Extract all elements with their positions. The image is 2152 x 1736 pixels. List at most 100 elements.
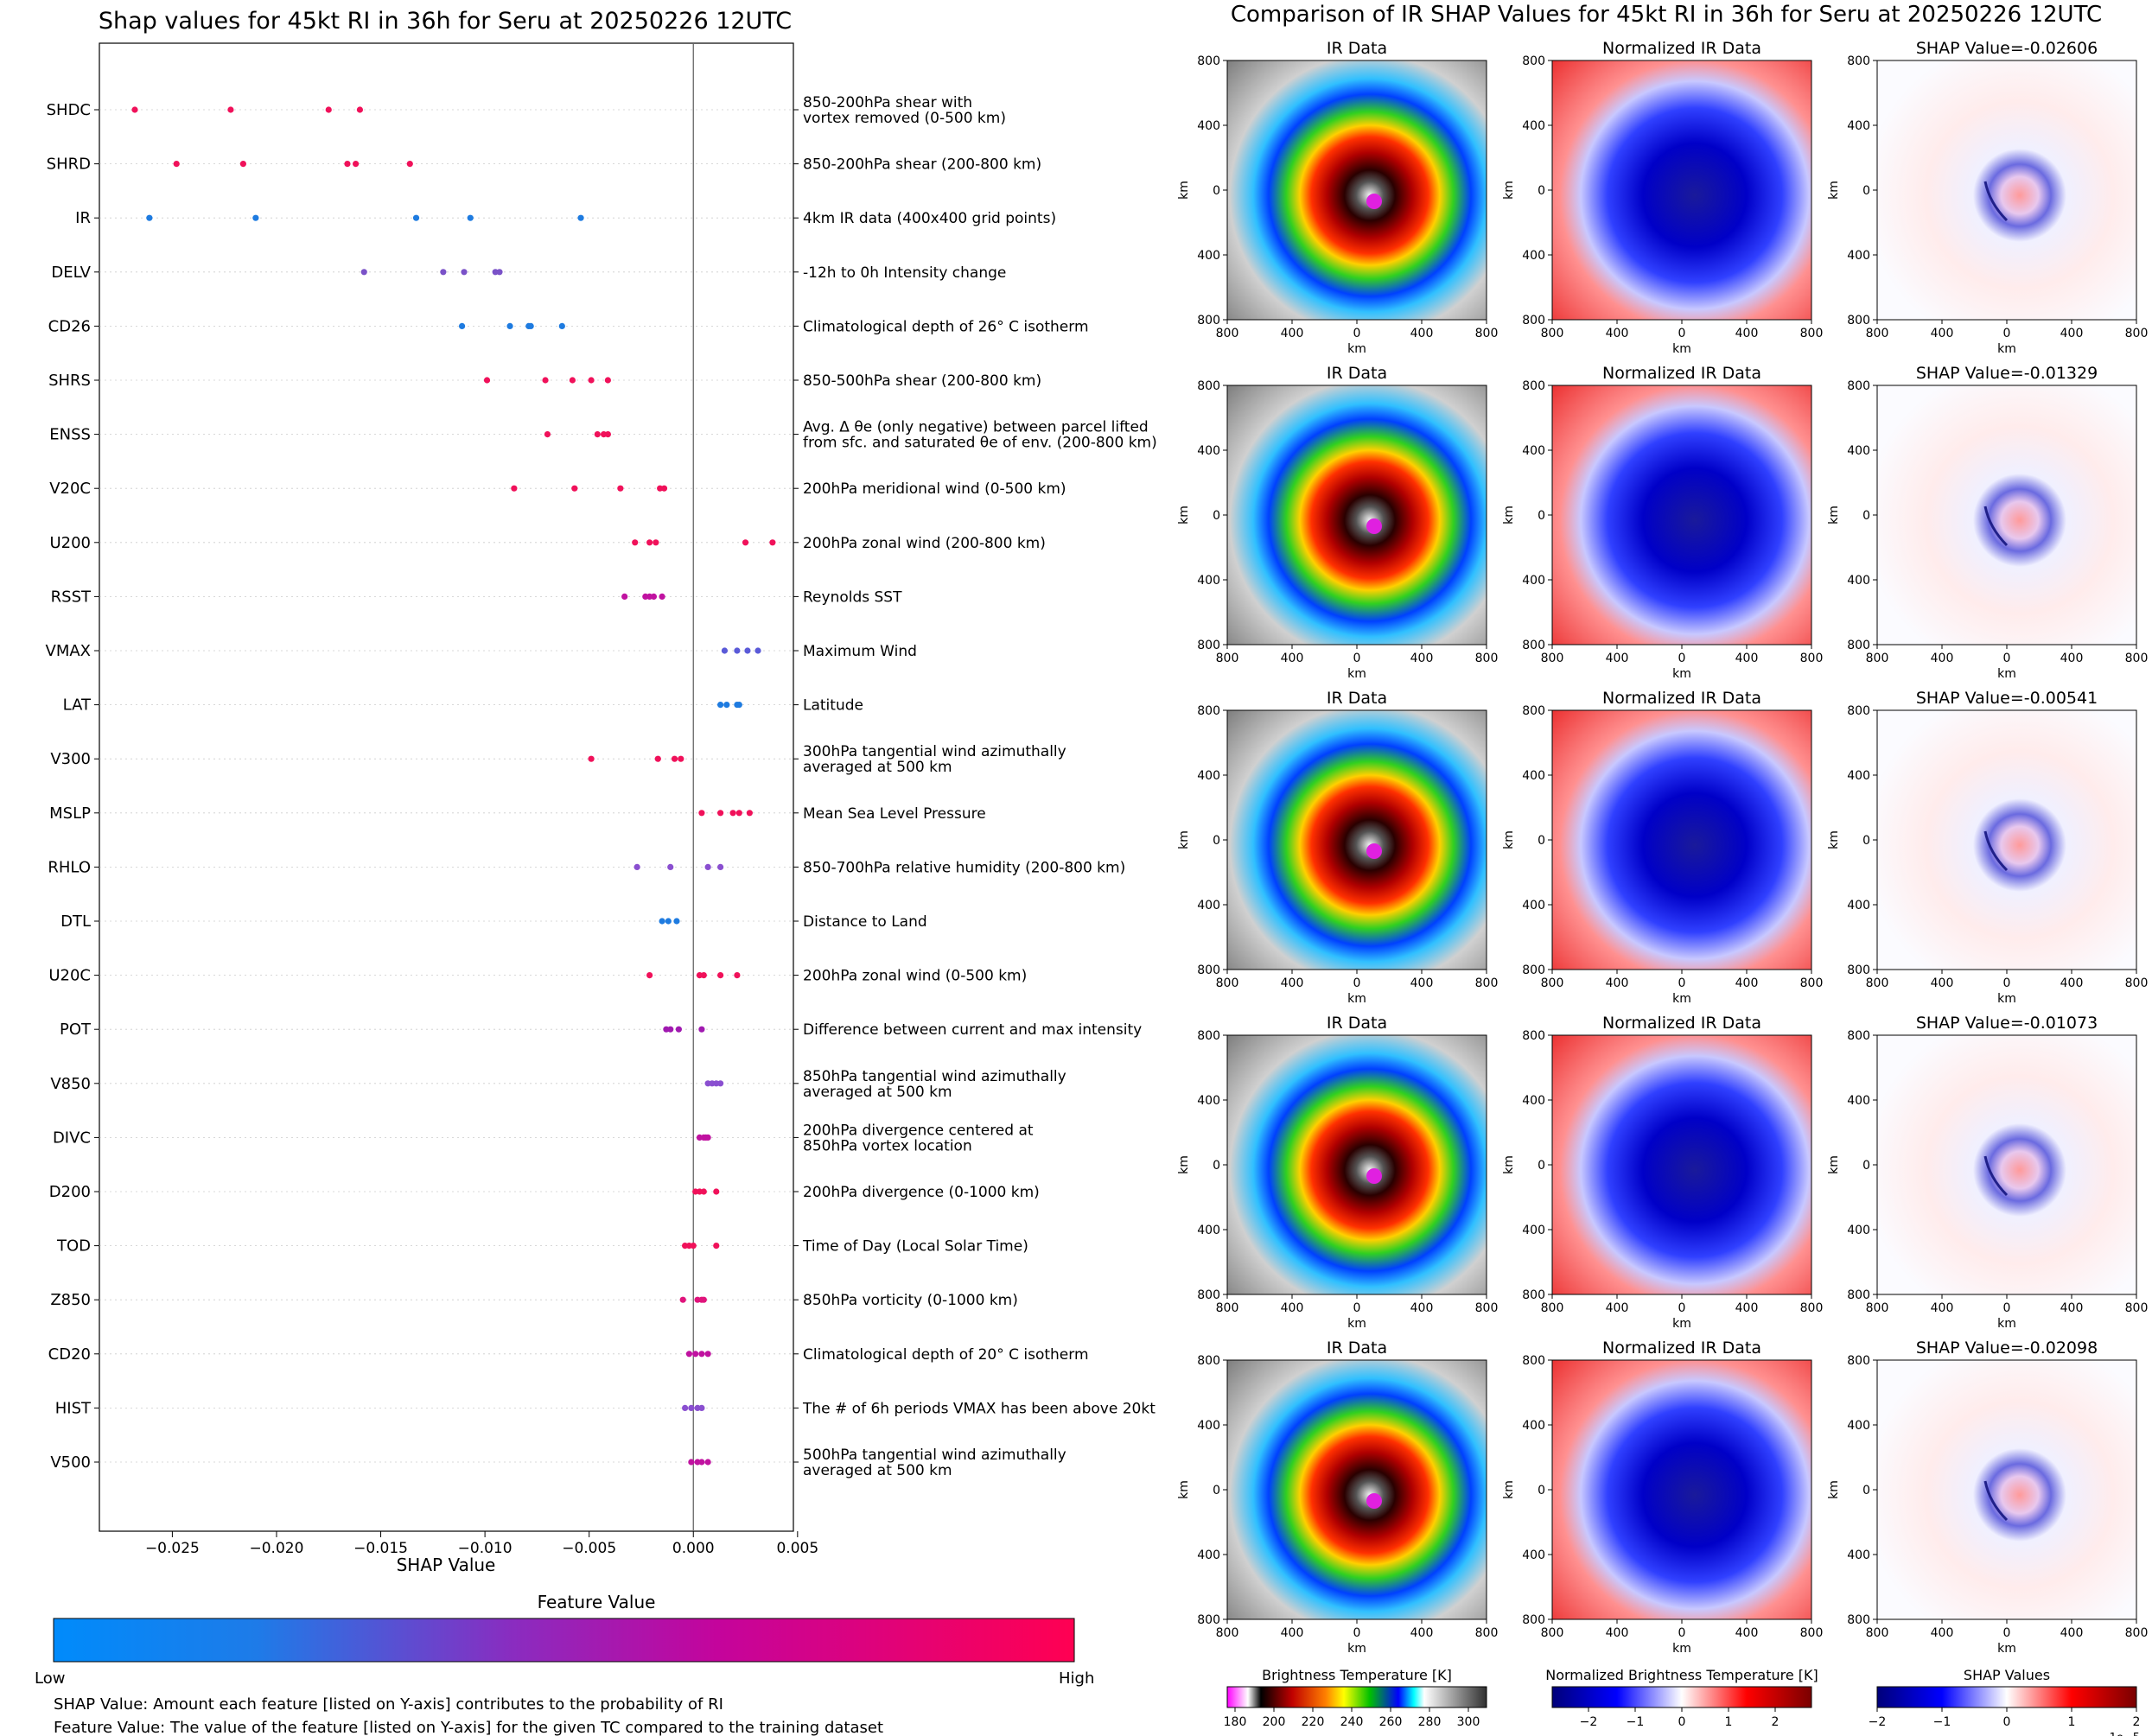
shap-point [654, 755, 661, 762]
x-tick-label: 400 [1931, 1626, 1954, 1640]
x-tick-label: 800 [1541, 652, 1564, 665]
x-tick-label: 800 [1541, 327, 1564, 340]
feature-name-label: MSLP [49, 804, 91, 823]
feature-name-label: Z850 [50, 1291, 91, 1309]
colorbar: SHAP Values −2 −1 0 1 2 1e−5 [1869, 1667, 2141, 1736]
x-axis-label: km [1997, 667, 2016, 681]
y-tick-label: 400 [1197, 119, 1220, 133]
panel-title: SHAP Value=-0.02098 [1916, 1339, 2098, 1358]
feature-name-label: SHDC [47, 101, 91, 119]
x-tick-label: 800 [1541, 976, 1564, 990]
y-tick-label: 400 [1522, 899, 1545, 913]
x-axis-label: km [1672, 1317, 1691, 1331]
x-tick-label: −0.010 [458, 1540, 513, 1557]
x-tick-label: −0.005 [562, 1540, 616, 1557]
shap-point [667, 1026, 674, 1033]
feature-name-label: DELV [51, 264, 91, 282]
panel-image [1551, 60, 1812, 321]
shap-point [735, 702, 742, 709]
feature-description-label: averaged at 500 km [803, 1084, 952, 1101]
y-tick-label: 400 [1197, 1224, 1220, 1237]
shap-point [744, 647, 751, 654]
y-tick-label: 400 [1847, 1094, 1870, 1108]
x-tick-label: −0.025 [145, 1540, 200, 1557]
feature-name-label: CD26 [48, 317, 91, 335]
y-tick-label: 400 [1197, 1419, 1220, 1433]
shap-feature-band [1983, 830, 2009, 872]
shap-point [698, 1351, 705, 1358]
y-tick-label: 400 [1847, 899, 1870, 913]
feature-row: U20C 200hPa zonal wind (0-500 km) [48, 967, 1027, 985]
feature-description-label: 850hPa vortex location [803, 1137, 972, 1154]
x-tick-label: 800 [1800, 1301, 1824, 1315]
y-axis-label: km [1177, 506, 1191, 525]
feature-row: V850 850hPa tangential wind azimuthallyav… [50, 1068, 1066, 1101]
x-axis-label: km [1347, 992, 1366, 1006]
x-tick-label: 400 [1931, 976, 1954, 990]
x-tick-label: 0 [1353, 652, 1361, 665]
eye-marker [1366, 518, 1382, 534]
feature-name-label: V850 [50, 1075, 91, 1093]
shap-point [688, 1404, 695, 1411]
comparison-title: Comparison of IR SHAP Values for 45kt RI… [1231, 2, 2102, 28]
shap-point [173, 161, 180, 168]
y-tick-label: 800 [1847, 1613, 1870, 1627]
shap-point [679, 1296, 686, 1303]
y-axis-label: km [1502, 1480, 1516, 1499]
shap-point [717, 972, 724, 979]
x-tick-label: 0 [2003, 1301, 2011, 1315]
shap-point [700, 1188, 707, 1195]
shap-point [742, 539, 749, 546]
feature-description-label: 300hPa tangential wind azimuthally [803, 743, 1066, 760]
x-tick-label: 0 [2003, 327, 2011, 340]
y-tick-label: 0 [1213, 834, 1220, 848]
feature-description-label: from sfc. and saturated θe of env. (200-… [803, 435, 1157, 452]
x-tick-label: 800 [1216, 1626, 1239, 1640]
y-tick-label: 800 [1197, 314, 1220, 327]
y-tick-label: 0 [1862, 509, 1870, 523]
x-tick-label: 400 [2060, 652, 2084, 665]
feature-name-label: U200 [49, 534, 91, 552]
shap-point [665, 918, 672, 925]
x-tick-label: 800 [1475, 327, 1499, 340]
colorbar-tick-label: 0 [2003, 1715, 2011, 1729]
panel-image [1551, 1034, 1812, 1295]
x-tick-label: 400 [2060, 1626, 2084, 1640]
y-tick-label: 800 [1847, 1029, 1870, 1043]
feature-description-label: 500hPa tangential wind azimuthally [803, 1447, 1066, 1464]
x-tick-label: 400 [2060, 1301, 2084, 1315]
colorbar-tick-label: 260 [1379, 1715, 1403, 1729]
x-tick-label: 800 [1800, 976, 1824, 990]
y-axis-label: km [1177, 830, 1191, 849]
y-tick-label: 800 [1522, 639, 1545, 652]
feature-name-label: V20C [49, 480, 91, 498]
x-tick-label: 0.005 [776, 1540, 818, 1557]
x-tick-label: 400 [1735, 1301, 1759, 1315]
x-tick-label: 800 [1475, 652, 1499, 665]
panel-image [1226, 60, 1487, 321]
x-tick-label: 400 [2060, 976, 2084, 990]
x-tick-label: 0 [1353, 1626, 1361, 1640]
feature-description-label: Climatological depth of 20° C isotherm [803, 1346, 1089, 1364]
shap-point [544, 431, 551, 438]
feature-name-label: DIVC [53, 1129, 91, 1147]
y-tick-label: 800 [1522, 963, 1545, 977]
colorbar-tick-label: 0 [1678, 1715, 1686, 1729]
y-tick-label: 0 [1213, 1484, 1220, 1498]
panel-title: Normalized IR Data [1602, 689, 1761, 708]
eye-marker [1366, 1168, 1382, 1184]
colorbar-tick-label: −1 [1627, 1715, 1645, 1729]
shap-point [496, 269, 503, 276]
y-tick-label: 0 [1538, 184, 1545, 198]
shap-feature-band [1983, 1480, 2009, 1522]
feature-row: DIVC 200hPa divergence centered at850hPa … [53, 1122, 1034, 1154]
y-tick-label: 0 [1538, 509, 1545, 523]
y-tick-label: 800 [1197, 704, 1220, 718]
x-axis-label: km [1997, 1642, 2016, 1656]
x-tick-label: 400 [1931, 652, 1954, 665]
feature-name-label: POT [60, 1021, 92, 1039]
y-tick-label: 400 [1522, 1094, 1545, 1108]
shap-point [754, 647, 761, 654]
